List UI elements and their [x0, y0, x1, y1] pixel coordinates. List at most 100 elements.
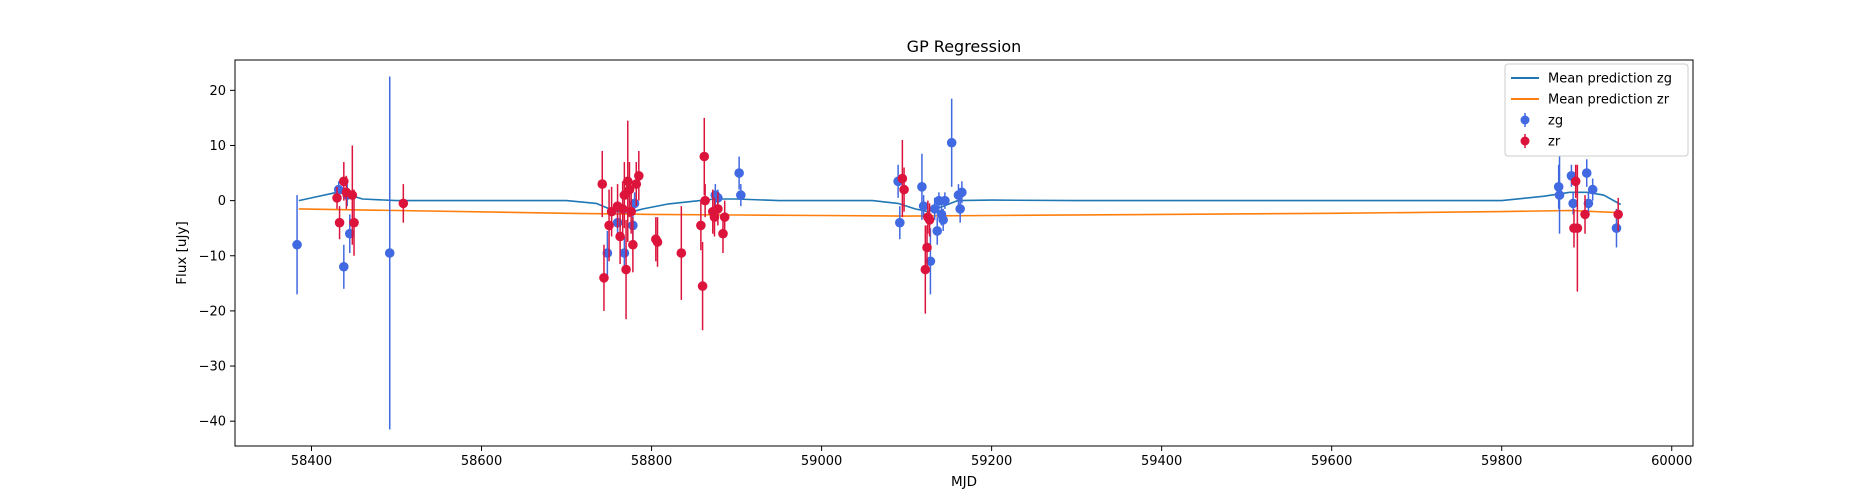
zg-marker	[955, 204, 965, 214]
zr-marker	[615, 232, 625, 242]
zg-marker	[620, 248, 630, 258]
y-tick-label: 10	[209, 139, 226, 154]
zr-data-point	[921, 225, 931, 313]
legend-entry-label: Mean prediction zr	[1548, 93, 1670, 108]
zg-data-point	[736, 184, 746, 206]
zg-marker	[940, 196, 950, 206]
zg-marker	[895, 218, 905, 228]
x-tick-label: 60000	[1651, 454, 1692, 469]
zg-marker	[734, 168, 744, 178]
zg-data-point	[292, 195, 302, 294]
zr-marker	[925, 215, 935, 225]
zg-marker	[1582, 168, 1592, 178]
legend-entry-label: Mean prediction zg	[1548, 72, 1672, 87]
x-tick-label: 58400	[291, 454, 332, 469]
zg-data-point	[1554, 165, 1564, 209]
plot-frame	[235, 60, 1693, 446]
zg-data-point	[1582, 159, 1592, 187]
zg-marker	[1612, 223, 1622, 233]
zr-marker	[348, 190, 358, 200]
zg-data-point	[339, 245, 349, 289]
zr-marker	[597, 179, 607, 189]
y-axis-ticks: −40 −30 −20 −10 0 10 20	[199, 84, 235, 430]
zr-marker	[720, 212, 730, 222]
x-axis-ticks: 58400 58600 58800 59000 59200 59400 59600 59800…	[291, 446, 1693, 469]
zg-marker	[919, 201, 929, 211]
zr-marker	[618, 204, 628, 214]
zg-marker	[1568, 199, 1578, 209]
x-tick-label: 59200	[971, 454, 1012, 469]
legend-entry-label: zg	[1548, 114, 1563, 129]
y-tick-label: 0	[218, 194, 226, 209]
y-tick-label: −40	[199, 415, 226, 430]
x-tick-label: 59000	[801, 454, 842, 469]
zg-marker	[938, 215, 948, 225]
zr-marker	[628, 240, 638, 250]
plot-area	[292, 77, 1623, 430]
zr-marker	[1580, 210, 1590, 220]
zr-data-point	[696, 201, 706, 251]
zr-data-point	[653, 217, 663, 267]
zr-data-point	[677, 206, 687, 300]
zg-marker	[1588, 185, 1598, 195]
legend-marker-swatch	[1521, 137, 1530, 146]
zr-data-point	[698, 242, 708, 330]
zr-data-point	[634, 151, 644, 201]
zr-marker	[621, 265, 631, 275]
zg-data-point	[947, 99, 957, 187]
zr-marker	[1573, 223, 1583, 233]
zr-marker	[677, 248, 687, 258]
zr-marker	[899, 185, 909, 195]
zg-marker	[957, 188, 967, 198]
y-tick-label: −30	[199, 360, 226, 375]
zr-marker	[349, 218, 359, 228]
zg-data-point	[385, 77, 395, 430]
zr-marker	[700, 196, 710, 206]
zr-data-point	[399, 184, 409, 223]
zg-data-point	[895, 206, 905, 239]
zr-data-point	[335, 206, 345, 239]
zg-marker	[932, 226, 942, 236]
zr-marker	[696, 221, 706, 231]
zr-marker	[399, 199, 409, 209]
zg-marker	[339, 262, 349, 272]
zg-marker	[1554, 182, 1564, 192]
legend-entry-label: zr	[1548, 135, 1561, 150]
zr-marker	[604, 221, 614, 231]
zr-marker	[1571, 177, 1581, 187]
legend: Mean prediction zg Mean prediction zr zg zr	[1505, 64, 1688, 156]
zr-marker	[921, 265, 931, 275]
x-tick-label: 59600	[1311, 454, 1352, 469]
zr-marker	[339, 177, 349, 187]
x-tick-label: 59400	[1141, 454, 1182, 469]
y-tick-label: −20	[199, 304, 226, 319]
legend-marker-swatch	[1521, 116, 1530, 125]
zg-marker	[292, 240, 302, 250]
zr-marker	[599, 273, 609, 283]
zg-data-point	[1588, 179, 1598, 201]
zr-marker	[898, 174, 908, 184]
zr-marker	[626, 207, 636, 217]
zg-marker	[917, 182, 927, 192]
zg-data-point	[1555, 157, 1565, 234]
zr-marker	[1613, 210, 1623, 220]
zr-marker	[699, 152, 709, 162]
zg-marker	[385, 248, 395, 258]
zr-marker	[653, 237, 663, 247]
data-points	[292, 77, 1623, 430]
x-axis-label: MJD	[951, 474, 977, 490]
x-tick-label: 58600	[461, 454, 502, 469]
zr-marker	[922, 243, 932, 253]
zr-marker	[631, 179, 641, 189]
y-axis-label: Flux [uJy]	[174, 221, 190, 284]
zr-marker	[698, 281, 708, 291]
y-tick-label: 20	[209, 84, 226, 99]
zr-marker	[623, 177, 633, 187]
zg-marker	[345, 229, 355, 239]
zr-marker	[713, 204, 723, 214]
x-tick-label: 58800	[631, 454, 672, 469]
zr-marker	[332, 193, 342, 203]
x-tick-label: 59800	[1481, 454, 1522, 469]
chart-title: GP Regression	[907, 37, 1022, 56]
